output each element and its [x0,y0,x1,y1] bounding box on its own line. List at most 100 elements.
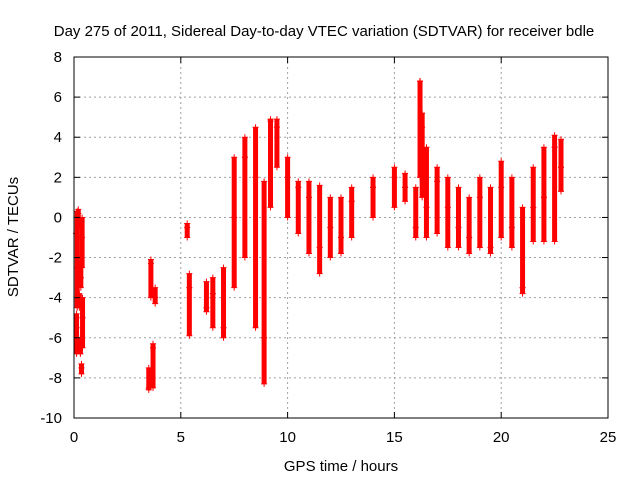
range-end-point [558,136,565,143]
y-tick-label: 0 [54,209,62,226]
data-point [267,118,274,125]
y-tick-label: 2 [54,169,62,186]
x-tick-label: 25 [600,429,617,446]
data-point [551,144,558,151]
range-end-point [508,174,515,181]
range-end-point [498,234,505,241]
grid-lines [74,57,608,418]
data-point [370,184,377,191]
data-point [419,124,426,131]
x-tick-label: 0 [70,429,78,446]
range-end-point [476,174,483,181]
range-end-point [402,198,409,205]
x-axis-label: GPS time / hours [284,458,398,475]
range-end-point [434,164,441,171]
range-end-point [203,278,210,285]
y-tick-label: -10 [40,410,62,427]
range-end-point [455,244,462,251]
data-point [77,274,84,281]
range-end-point [370,214,377,221]
axis-ticks: 0 5 10 15 20 25 -10 -8 -6 -4 -2 0 2 4 6 8 [40,49,616,446]
range-end-point [305,178,312,185]
x-tick-label: 20 [493,429,510,446]
range-end-point [231,284,238,291]
range-end-point [316,270,323,277]
range-end-point [402,170,409,177]
range-end-point [209,324,216,331]
range-end-point [186,270,193,277]
plot-frame [73,56,609,419]
data-point [487,244,494,251]
data-layer [73,78,565,393]
data-point [530,204,537,211]
data-point [466,234,473,241]
data-point [284,174,291,181]
range-end-point [423,234,430,241]
range-end-point [267,204,274,211]
range-end-point [551,238,558,245]
range-end-point [73,310,80,317]
range-end-point [434,230,441,237]
range-end-point [530,164,537,171]
range-end-point [423,144,430,151]
data-point [434,178,441,185]
range-end-point [79,344,86,351]
data-point [417,78,424,85]
range-end-point [316,182,323,189]
data-point [241,154,248,161]
range-end-point [150,384,157,391]
range-end-point [273,164,280,171]
range-end-point [79,214,86,221]
range-end-point [540,238,547,245]
range-end-point [220,264,227,271]
range-end-point [295,230,302,237]
y-tick-label: 8 [54,49,62,66]
x-tick-label: 15 [386,429,403,446]
y-tick-label: -6 [49,330,62,347]
data-point [209,290,216,297]
range-end-point [327,194,334,201]
range-end-point [487,184,494,191]
range-end-point [348,184,355,191]
y-tick-label: 6 [54,89,62,106]
data-point [75,210,82,217]
y-axis-label: SDTVAR / TECUs [5,177,22,297]
data-point [79,234,86,241]
data-point [508,224,515,231]
range-end-point [77,284,84,291]
range-end-point [305,250,312,257]
range-end-point [77,350,84,357]
x-tick-label: 5 [177,429,185,446]
range-end-point [284,154,291,161]
data-point [423,204,430,211]
data-point [305,194,312,201]
data-point [402,184,409,191]
data-point [327,224,334,231]
data-point [78,364,85,371]
data-point [455,224,462,231]
range-end-point [519,290,526,297]
range-end-point [152,284,159,291]
range-end-point [455,184,462,191]
data-point [316,244,323,251]
data-point [150,344,157,351]
range-end-point [261,380,268,387]
data-point [220,324,227,331]
chart-title: Day 275 of 2011, Sidereal Day-to-day VTE… [54,23,595,40]
data-point [273,124,280,131]
range-end-point [241,134,248,141]
range-end-point [79,264,86,271]
range-end-point [466,250,473,257]
data-point [338,234,344,241]
range-end-point [508,244,515,251]
data-point [231,214,238,221]
range-end-point [76,290,83,297]
range-end-point [252,124,259,131]
data-point [519,284,526,291]
range-end-point [252,324,259,331]
y-tick-label: 4 [54,129,62,146]
range-end-point [419,110,426,117]
range-end-point [444,244,451,251]
data-point [186,284,193,291]
